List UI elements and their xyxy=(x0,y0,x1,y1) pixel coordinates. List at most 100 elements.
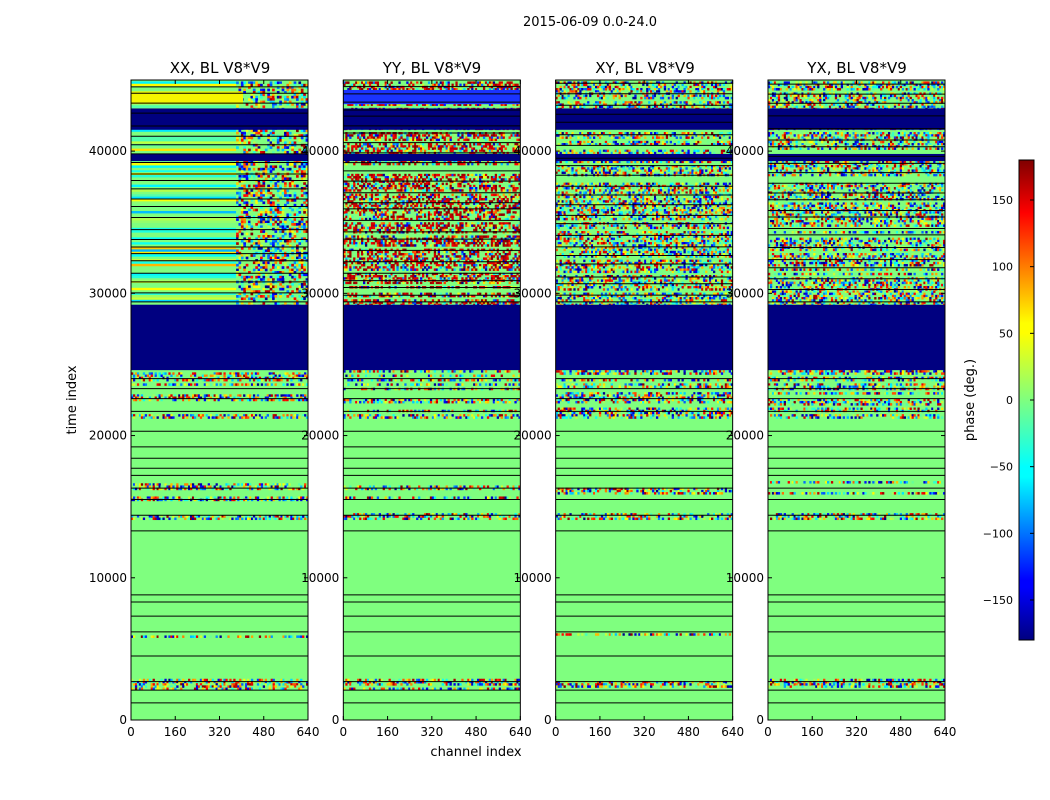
phase-row xyxy=(131,206,237,209)
phase-cell xyxy=(249,374,252,378)
phase-cell xyxy=(260,184,263,188)
phase-cell xyxy=(267,239,270,243)
phase-cell xyxy=(272,483,275,486)
phase-cell xyxy=(284,129,287,133)
phase-cell xyxy=(160,485,163,488)
phase-cell xyxy=(257,167,261,171)
phase-cell xyxy=(408,103,411,106)
phase-cell xyxy=(291,263,294,267)
phase-cell xyxy=(479,680,482,684)
phase-cell xyxy=(453,103,456,106)
phase-cell xyxy=(193,374,197,378)
phase-cell xyxy=(150,378,153,382)
phase-cell xyxy=(465,416,468,419)
phase-cell xyxy=(463,687,466,691)
phase-cell xyxy=(199,485,203,488)
phase-cell xyxy=(370,496,374,499)
phase-cell xyxy=(174,683,177,686)
phase-cell xyxy=(302,635,305,638)
phase-row xyxy=(131,201,237,204)
phase-cell xyxy=(140,376,144,380)
phase-cell xyxy=(211,678,214,682)
phase-cell xyxy=(293,165,297,169)
phase-cell xyxy=(467,517,470,521)
phase-cell xyxy=(502,400,505,404)
y-tick-label: 10000 xyxy=(89,571,127,585)
phase-cell xyxy=(172,372,175,375)
phase-cell xyxy=(347,383,350,386)
phase-cell xyxy=(518,398,521,402)
phase-cell xyxy=(245,203,249,207)
phase-cell xyxy=(298,256,302,260)
phase-cell xyxy=(254,416,258,419)
phase-cell xyxy=(357,678,360,682)
phase-cell xyxy=(368,160,372,164)
phase-cell xyxy=(298,496,301,499)
phase-cell xyxy=(191,378,195,382)
phase-cell xyxy=(215,487,218,491)
phase-cell xyxy=(286,225,290,229)
phase-cell xyxy=(170,414,173,417)
phase-cell xyxy=(282,414,285,417)
phase-cell xyxy=(288,131,292,135)
phase-cell xyxy=(252,177,256,181)
phase-cell xyxy=(286,199,290,202)
phase-cell xyxy=(502,515,505,518)
phase-cell xyxy=(447,143,450,146)
phase-cell xyxy=(484,143,488,146)
phase-cell xyxy=(347,103,350,106)
phase-cell xyxy=(176,483,179,486)
phase-cell xyxy=(257,129,261,133)
phase-cell xyxy=(257,263,261,267)
phase-cell xyxy=(370,398,374,402)
phase-cell xyxy=(292,394,295,397)
phase-cell xyxy=(347,160,350,164)
phase-cell xyxy=(498,496,501,499)
phase-cell xyxy=(498,487,501,491)
phase-cell xyxy=(306,635,308,638)
phase-cell xyxy=(257,199,261,202)
phase-cell xyxy=(498,370,501,373)
phase-cell xyxy=(284,372,287,375)
phase-cell xyxy=(421,162,425,166)
phase-cell xyxy=(279,295,282,298)
phase-cell xyxy=(231,685,234,688)
phase-cell xyxy=(238,261,242,265)
phase-cell xyxy=(514,678,517,682)
phase-cell xyxy=(252,414,256,417)
phase-cell xyxy=(184,687,187,691)
phase-cell xyxy=(269,100,273,104)
phase-cell xyxy=(431,136,435,139)
phase-cell xyxy=(286,398,289,402)
phase-cell xyxy=(243,678,246,682)
phase-cell xyxy=(303,191,306,195)
phase-cell xyxy=(361,383,364,386)
phase-cell xyxy=(238,163,242,166)
x-tick-label: 160 xyxy=(164,725,187,739)
phase-cell xyxy=(272,184,275,188)
phase-cell xyxy=(298,398,301,402)
phase-cell xyxy=(441,145,444,148)
phase-cell xyxy=(291,271,294,274)
phase-cell xyxy=(394,515,397,518)
phase-cell xyxy=(294,517,297,521)
phase-cell xyxy=(390,103,393,106)
phase-cell xyxy=(293,302,297,305)
phase-cell xyxy=(514,515,517,518)
phase-cell xyxy=(402,398,405,402)
phase-cell xyxy=(437,138,440,142)
phase-cell xyxy=(138,485,142,488)
phase-cell xyxy=(368,487,372,491)
phase-cell xyxy=(453,687,456,691)
phase-cell xyxy=(257,242,261,245)
phase-cell xyxy=(267,201,270,205)
phase-cell xyxy=(441,378,444,382)
phase-cell xyxy=(388,680,391,684)
phase-cell xyxy=(303,83,306,87)
phase-cell xyxy=(176,680,179,684)
phase-cell xyxy=(445,515,448,518)
phase-cell xyxy=(300,496,303,499)
phase-cell xyxy=(479,687,482,691)
phase-cell xyxy=(240,175,244,178)
phase-cell xyxy=(276,515,279,518)
